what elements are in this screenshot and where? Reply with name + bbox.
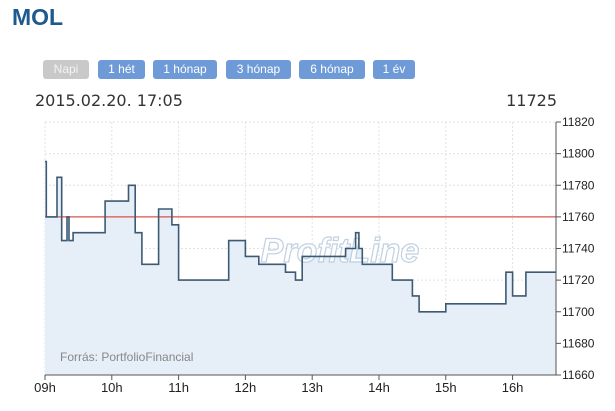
y-tick-label: 11760 <box>562 210 595 224</box>
x-tick-labels: 09h 10h 11h 12h 13h 14h 15h 16h <box>34 375 523 395</box>
y-tick-label: 11700 <box>562 305 595 319</box>
profitline-watermark: ProfitLine <box>261 232 420 270</box>
range-button-3-honap[interactable]: 3 hónap <box>226 60 291 79</box>
y-tick-label: 11660 <box>562 368 595 382</box>
range-button-napi[interactable]: Napi <box>43 60 89 79</box>
range-button-1-ev[interactable]: 1 év <box>373 60 415 79</box>
x-tick-label: 09h <box>34 380 56 395</box>
price-area <box>45 161 556 375</box>
x-tick-label: 14h <box>368 380 390 395</box>
ticker-title: MOL <box>12 4 64 30</box>
y-tick-label: 11820 <box>562 115 595 129</box>
x-tick-label: 15h <box>435 380 457 395</box>
y-tick-label: 11720 <box>562 273 595 287</box>
range-button-1-het[interactable]: 1 hét <box>98 60 145 79</box>
y-tick-label: 11800 <box>562 147 595 161</box>
y-tick-labels: 11660 11680 11700 11720 11740 11760 11780 11800… <box>556 115 595 382</box>
price-line <box>45 160 556 313</box>
x-tick-label: 16h <box>502 380 524 395</box>
y-tick-label: 11680 <box>562 336 595 350</box>
x-tick-label: 11h <box>168 380 189 395</box>
y-tick-label: 11780 <box>562 178 595 192</box>
chart-datetime: 2015.02.20. 17:05 <box>35 91 183 110</box>
source-label: Forrás: PortfolioFinancial <box>60 350 193 364</box>
x-tick-label: 13h <box>301 380 323 395</box>
x-tick-label: 10h <box>101 380 123 395</box>
range-button-6-honap[interactable]: 6 hónap <box>299 60 365 79</box>
chart-last-price: 11725 <box>506 91 557 110</box>
range-button-1-honap[interactable]: 1 hónap <box>153 60 217 79</box>
x-tick-label: 12h <box>235 380 257 395</box>
y-tick-label: 11740 <box>562 242 595 256</box>
